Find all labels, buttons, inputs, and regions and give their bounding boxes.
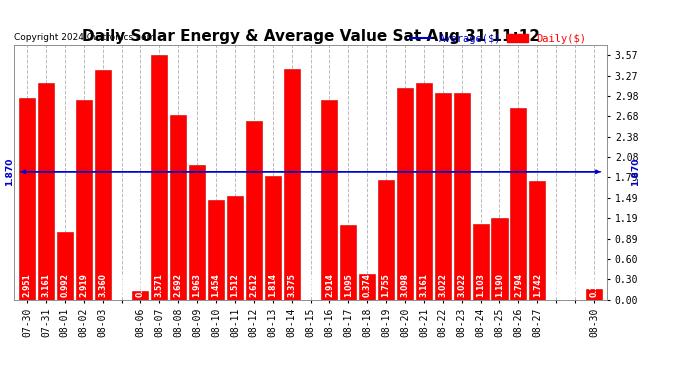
Bar — [491, 218, 508, 300]
Bar — [189, 165, 205, 300]
Text: 3.022: 3.022 — [457, 273, 466, 297]
Text: 2.919: 2.919 — [79, 273, 88, 297]
Bar — [586, 289, 602, 300]
Text: 1.742: 1.742 — [533, 273, 542, 297]
Text: 1.454: 1.454 — [212, 273, 221, 297]
Text: 3.161: 3.161 — [420, 273, 428, 297]
Bar — [170, 116, 186, 300]
Bar — [435, 93, 451, 300]
Bar — [529, 181, 545, 300]
Bar — [132, 291, 148, 300]
Bar — [397, 88, 413, 300]
Bar — [473, 224, 489, 300]
Text: 0.000: 0.000 — [306, 273, 315, 297]
Bar — [453, 93, 470, 300]
Bar — [340, 225, 356, 300]
Bar — [322, 100, 337, 300]
Text: 1.512: 1.512 — [230, 273, 239, 297]
Text: 0.125: 0.125 — [136, 273, 145, 297]
Bar — [208, 200, 224, 300]
Title: Daily Solar Energy & Average Value Sat Aug 31 11:12: Daily Solar Energy & Average Value Sat A… — [81, 29, 540, 44]
Bar — [95, 70, 110, 300]
Bar — [511, 108, 526, 300]
Bar — [38, 83, 54, 300]
Legend: Average($), Daily($): Average($), Daily($) — [406, 30, 590, 48]
Text: 3.022: 3.022 — [438, 273, 447, 297]
Text: 3.161: 3.161 — [41, 273, 50, 297]
Text: 1.814: 1.814 — [268, 273, 277, 297]
Bar — [416, 83, 432, 300]
Bar — [76, 100, 92, 300]
Text: 2.794: 2.794 — [514, 273, 523, 297]
Text: 0.992: 0.992 — [60, 273, 69, 297]
Text: 2.914: 2.914 — [325, 273, 334, 297]
Text: 2.951: 2.951 — [23, 273, 32, 297]
Text: 1.190: 1.190 — [495, 273, 504, 297]
Bar — [284, 69, 299, 300]
Text: 1.963: 1.963 — [193, 273, 201, 297]
Bar — [265, 176, 281, 300]
Text: 1.755: 1.755 — [382, 273, 391, 297]
Text: Copyright 2024 Curtronics.com: Copyright 2024 Curtronics.com — [14, 33, 155, 42]
Bar — [227, 196, 243, 300]
Text: 0.000: 0.000 — [571, 273, 580, 297]
Text: 0.374: 0.374 — [363, 273, 372, 297]
Bar — [151, 55, 168, 300]
Text: 2.692: 2.692 — [174, 273, 183, 297]
Text: 3.571: 3.571 — [155, 273, 164, 297]
Text: 0.165: 0.165 — [589, 273, 598, 297]
Bar — [359, 274, 375, 300]
Text: 0.000: 0.000 — [552, 273, 561, 297]
Text: 3.360: 3.360 — [98, 273, 107, 297]
Bar — [57, 232, 73, 300]
Text: 3.375: 3.375 — [287, 273, 296, 297]
Text: 1.103: 1.103 — [476, 273, 485, 297]
Text: 1.870: 1.870 — [6, 158, 14, 186]
Text: 2.612: 2.612 — [249, 273, 258, 297]
Text: 1.870: 1.870 — [631, 158, 640, 186]
Bar — [246, 121, 262, 300]
Text: 1.095: 1.095 — [344, 273, 353, 297]
Text: 0.000: 0.000 — [117, 273, 126, 297]
Text: 3.098: 3.098 — [400, 273, 409, 297]
Bar — [378, 180, 394, 300]
Bar — [19, 98, 35, 300]
